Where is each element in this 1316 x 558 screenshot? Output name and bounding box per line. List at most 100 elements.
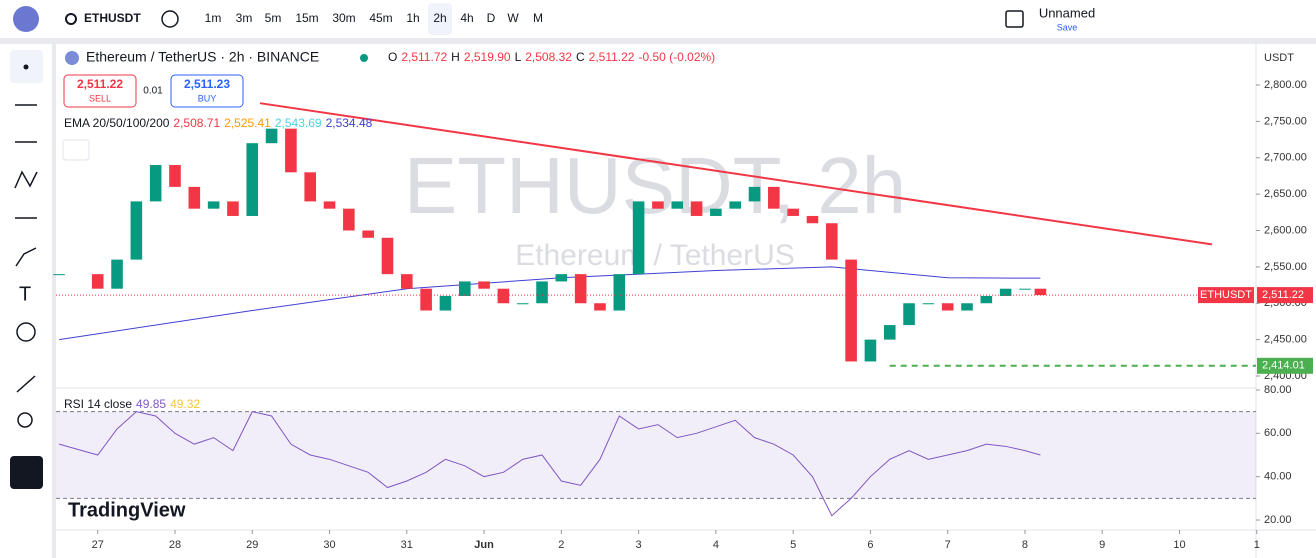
- interval-button[interactable]: W: [507, 11, 519, 25]
- interval-button[interactable]: 4h: [460, 11, 473, 25]
- interval-button[interactable]: M: [533, 11, 543, 25]
- time-tick-label: 30: [323, 539, 335, 551]
- collapse-legend[interactable]: [62, 139, 90, 161]
- add-symbol[interactable]: [161, 10, 179, 28]
- layout-icon[interactable]: [1005, 10, 1024, 28]
- ema-value: 2,543.69: [275, 116, 322, 130]
- time-tick-label: 3: [636, 539, 642, 551]
- quantity[interactable]: 0.01: [143, 86, 163, 97]
- ruler-tool[interactable]: [16, 375, 36, 393]
- candle: [748, 186, 761, 202]
- candle: [594, 303, 606, 311]
- candle: [381, 237, 394, 275]
- time-tick-label: Jun: [474, 539, 494, 551]
- price-tick-label: 2,650.00: [1264, 188, 1307, 200]
- time-tick-label: 29: [246, 539, 258, 551]
- search-icon[interactable]: [65, 13, 77, 25]
- interval-button[interactable]: D: [487, 11, 496, 25]
- interval-button[interactable]: 1m: [205, 11, 222, 25]
- market-status: [360, 54, 368, 62]
- time-tick-label: 4: [713, 539, 719, 551]
- ohlc-label: H: [451, 50, 460, 64]
- candle: [130, 201, 143, 260]
- interval-button[interactable]: 45m: [369, 11, 392, 25]
- rsi-label: RSI 14 close: [64, 397, 132, 411]
- alert-label: 2,414.01: [1262, 360, 1305, 372]
- symbol-logo: [65, 51, 79, 65]
- candle: [516, 303, 529, 305]
- rsi-tick-label: 40.00: [1264, 471, 1292, 483]
- interval-button[interactable]: 1h: [406, 11, 419, 25]
- side-divider: [52, 44, 56, 558]
- candle: [111, 259, 123, 289]
- buy-button[interactable]: [170, 74, 244, 108]
- sell-button[interactable]: [63, 74, 137, 108]
- candle: [207, 201, 220, 209]
- time-tick-label: 2: [558, 539, 564, 551]
- rsi-value: 49.32: [170, 397, 200, 411]
- candle: [420, 288, 432, 311]
- brush-tool[interactable]: [15, 247, 37, 267]
- time-tick-label: 28: [169, 539, 181, 551]
- brand-logo: TradingView: [68, 499, 186, 521]
- interval-button[interactable]: 15m: [295, 11, 318, 25]
- rsi-band: [56, 411, 1256, 499]
- candle: [652, 201, 664, 209]
- sell-price: 2,511.22: [77, 77, 123, 91]
- candle: [922, 303, 935, 305]
- candle: [1034, 288, 1047, 296]
- alert-label-bg: [1257, 357, 1313, 374]
- candle: [845, 259, 857, 362]
- ohlc-value: 2,511.22: [589, 50, 635, 64]
- magnet-tool[interactable]: [10, 456, 43, 489]
- text-tool[interactable]: T: [19, 283, 31, 305]
- time-tick-label: 10: [1173, 539, 1185, 551]
- interval-button[interactable]: 2h: [433, 11, 446, 25]
- avatar[interactable]: [13, 6, 39, 32]
- candle: [671, 201, 684, 209]
- time-tick-label: 27: [92, 539, 104, 551]
- ohlc-label: C: [576, 50, 585, 64]
- time-tick-label: 5: [790, 539, 796, 551]
- zoom-tool[interactable]: [17, 412, 33, 428]
- buy-price: 2,511.23: [184, 77, 230, 91]
- ohlc-value: 2,508.32: [525, 50, 572, 64]
- last-price-symbol-bg: [1198, 287, 1254, 304]
- time-tick-label: 6: [867, 539, 873, 551]
- ema-value: 2,534.48: [326, 116, 373, 130]
- cursor-dot: [23, 64, 29, 70]
- sell-label: SELL: [89, 93, 111, 103]
- interval-button[interactable]: 30m: [332, 11, 355, 25]
- rsi-tick-label: 80.00: [1264, 384, 1292, 396]
- save-label[interactable]: Save: [1057, 22, 1078, 32]
- trend-line[interactable]: [259, 102, 1213, 246]
- layout-name[interactable]: Unnamed: [1039, 5, 1095, 20]
- price-tick-label: 2,550.00: [1264, 261, 1307, 273]
- symbol[interactable]: ETHUSDT: [84, 11, 141, 25]
- ohlc-label: L: [515, 50, 522, 64]
- emoji-tool[interactable]: [16, 322, 36, 342]
- ema-label: EMA 20/50/100/200: [64, 116, 170, 130]
- candle: [478, 281, 490, 289]
- candle: [1019, 288, 1031, 290]
- pattern-tool[interactable]: [14, 170, 38, 189]
- candle: [961, 303, 973, 311]
- candle: [825, 223, 838, 260]
- candle: [710, 208, 722, 216]
- rsi-tick-label: 20.00: [1264, 514, 1292, 526]
- watermark-name: Ethereum / TetherUS: [515, 239, 795, 272]
- candle: [285, 128, 297, 173]
- candle: [864, 339, 877, 362]
- candle: [903, 303, 915, 326]
- price-tick-label: 2,450.00: [1264, 334, 1307, 346]
- currency[interactable]: USDT: [1264, 52, 1294, 64]
- toolbar-divider: [0, 38, 1316, 44]
- ema-value: 2,508.71: [173, 116, 220, 130]
- candle: [980, 295, 993, 304]
- candle: [999, 288, 1012, 296]
- interval-button[interactable]: 3m: [236, 11, 253, 25]
- candle: [941, 303, 954, 311]
- legend-title: Ethereum / TetherUS · 2h · BINANCE: [86, 49, 319, 65]
- interval-active: [428, 3, 452, 35]
- interval-button[interactable]: 5m: [265, 11, 282, 25]
